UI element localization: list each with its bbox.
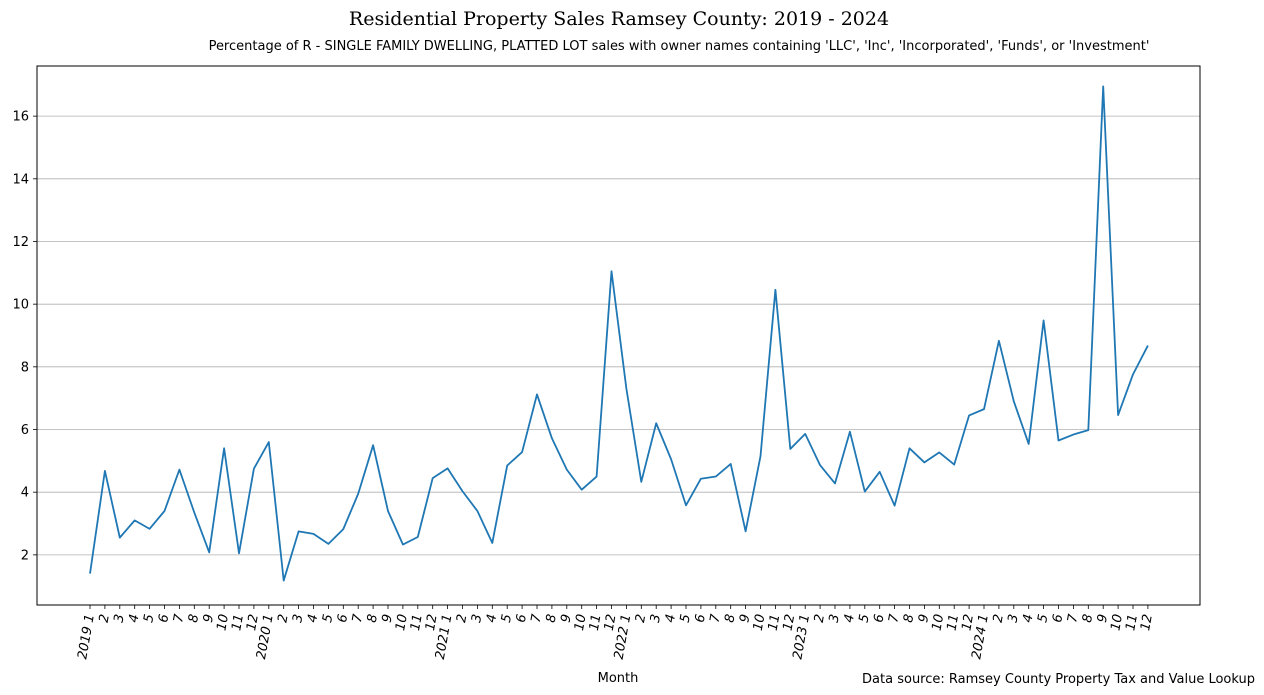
x-tick-label: 9 — [559, 613, 575, 624]
x-tick-label: 3 — [827, 613, 843, 624]
x-tick-label: 8 — [365, 613, 381, 624]
x-tick-label: 9 — [201, 613, 217, 624]
x-tick-label: 10 — [214, 613, 232, 632]
x-tick-label: 2 — [633, 613, 649, 624]
x-tick-label: 7 — [350, 612, 366, 623]
y-tick-label: 6 — [21, 423, 29, 438]
x-tick-label: 12 — [423, 613, 441, 632]
y-tick-label: 8 — [21, 360, 29, 375]
x-tick-label: 3 — [112, 613, 128, 624]
x-tick-label: 10 — [393, 613, 411, 632]
x-tick-label: 6 — [1050, 613, 1066, 624]
x-tick-label: 6 — [156, 613, 172, 624]
x-tick-label: 9 — [380, 613, 396, 624]
x-tick-label: 12 — [1138, 613, 1156, 632]
x-tick-label: 10 — [930, 613, 948, 632]
x-tick-label: 7 — [886, 612, 902, 623]
x-tick-label: 12 — [781, 613, 799, 632]
y-tick-label: 16 — [12, 110, 29, 125]
chart-title: Residential Property Sales Ramsey County… — [349, 8, 889, 30]
x-tick-label: 11 — [766, 613, 784, 632]
chart-subtitle: Percentage of R - SINGLE FAMILY DWELLING… — [209, 39, 1150, 54]
x-tick-label: 10 — [751, 613, 769, 632]
y-tick-label: 4 — [21, 486, 29, 501]
x-tick-label: 2 — [454, 613, 470, 624]
x-tick-label: 3 — [648, 613, 664, 624]
x-tick-label: 9 — [1095, 613, 1111, 624]
x-tick-label: 2 — [275, 613, 291, 624]
x-tick-label: 9 — [737, 613, 753, 624]
x-tick-label: 11 — [944, 613, 962, 632]
x-tick-label: 10 — [572, 613, 590, 632]
x-tick-label: 4 — [305, 613, 321, 624]
x-tick-label: 12 — [959, 613, 977, 632]
x-tick-label: 5 — [320, 613, 336, 624]
series-line — [89, 85, 1149, 582]
y-tick-label: 2 — [21, 548, 29, 563]
x-tick-label: 11 — [408, 613, 426, 632]
x-tick-label: 9 — [916, 613, 932, 624]
x-tick-label: 2019 1 — [75, 613, 98, 660]
x-tick-label: 11 — [587, 613, 605, 632]
x-tick-label: 8 — [186, 613, 202, 624]
x-tick-label: 2 — [991, 613, 1007, 624]
x-tick-label: 2 — [97, 613, 113, 624]
y-tick-label: 12 — [12, 235, 29, 250]
x-tick-label: 11 — [229, 613, 247, 632]
plot-frame — [36, 65, 1201, 606]
x-tick-label: 5 — [678, 613, 694, 624]
x-tick-label: 8 — [901, 613, 917, 624]
x-tick-label: 11 — [1123, 613, 1141, 632]
x-tick-label: 12 — [244, 613, 262, 632]
y-gridlines — [37, 115, 1200, 556]
y-tick-label: 14 — [12, 172, 29, 187]
y-tick-label: 10 — [12, 298, 29, 313]
x-axis-label: Month — [598, 671, 639, 686]
x-tick-label: 4 — [842, 613, 858, 624]
x-tick-label: 8 — [722, 613, 738, 624]
x-tick-label: 4 — [484, 613, 500, 624]
x-tick-label: 6 — [514, 613, 530, 624]
x-tick-label: 5 — [499, 613, 515, 624]
x-tick-label: 7 — [1065, 612, 1081, 623]
x-tick-label: 3 — [290, 613, 306, 624]
x-tick-label: 8 — [544, 613, 560, 624]
x-tick-label: 6 — [335, 613, 351, 624]
x-tick-label: 8 — [1080, 613, 1096, 624]
x-tick-label: 3 — [1006, 613, 1022, 624]
x-tick-label: 6 — [871, 613, 887, 624]
x-tick-label: 7 — [529, 612, 545, 623]
x-tick-label: 6 — [693, 613, 709, 624]
x-tick-label: 7 — [708, 612, 724, 623]
x-tick-label: 4 — [663, 613, 679, 624]
x-tick-label: 7 — [171, 612, 187, 623]
x-tick-label: 5 — [857, 613, 873, 624]
x-tick-label: 10 — [1108, 613, 1126, 632]
x-tick-label: 5 — [1035, 613, 1051, 624]
x-tick-label: 5 — [141, 613, 157, 624]
x-tick-label: 2 — [812, 613, 828, 624]
x-tick-label: 4 — [1020, 613, 1036, 624]
y-axis-ticks: 2 4 6 8 10 12 14 16 — [12, 110, 37, 563]
x-tick-label: 4 — [126, 613, 142, 624]
data-source-note: Data source: Ramsey County Property Tax … — [862, 672, 1255, 687]
x-tick-label: 3 — [469, 613, 485, 624]
x-tick-label: 12 — [602, 613, 620, 632]
